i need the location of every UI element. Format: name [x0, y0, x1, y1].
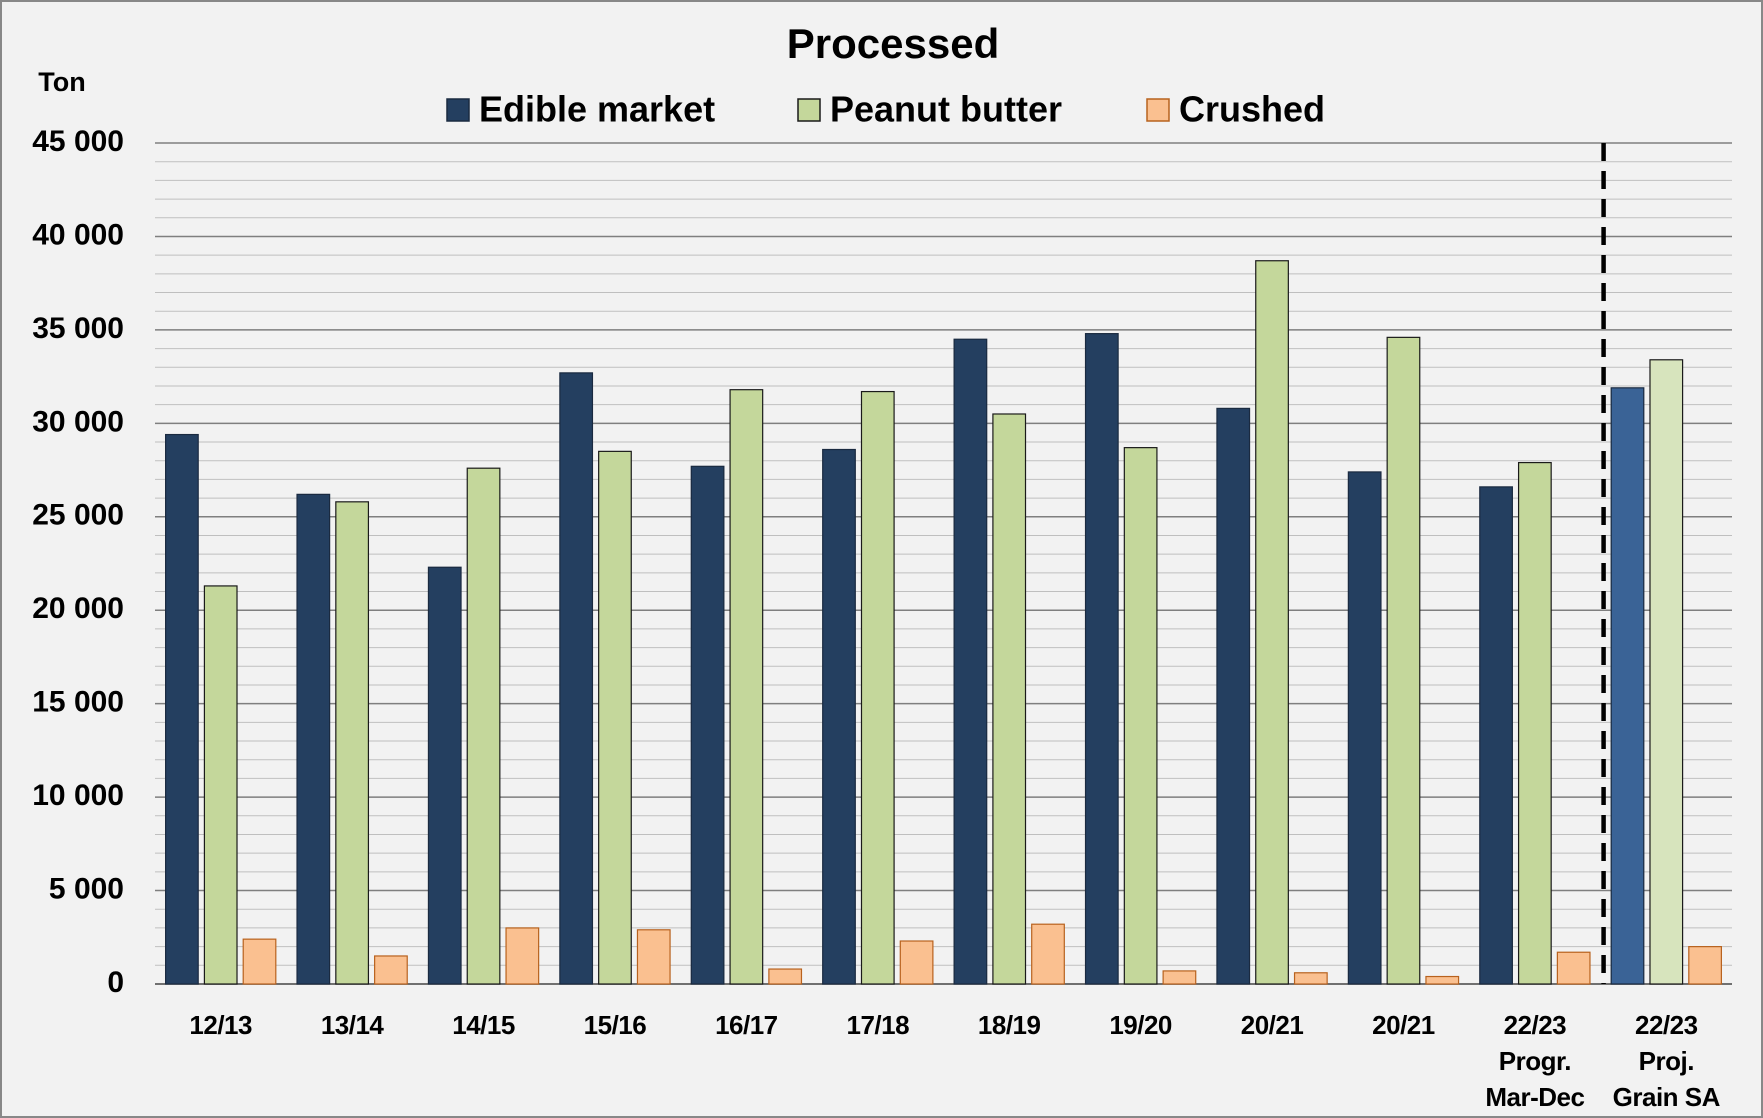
- bar: [1293, 972, 1328, 985]
- x-tick-label: 20/21: [1240, 1010, 1304, 1040]
- bar: [165, 433, 199, 985]
- bar: [636, 929, 671, 985]
- bar: [203, 585, 238, 985]
- x-tick-label: 16/17: [715, 1010, 778, 1040]
- bar: [1031, 923, 1065, 985]
- legend-label: Peanut butter: [830, 89, 1062, 130]
- x-tick-label: 17/18: [846, 1010, 910, 1040]
- bar: [690, 465, 725, 985]
- bar: [1556, 951, 1591, 985]
- bar: [335, 501, 370, 985]
- x-tick-label: 12/13: [189, 1010, 252, 1040]
- bar: [466, 467, 501, 985]
- bar: [822, 448, 856, 985]
- legend-label: Crushed: [1179, 89, 1325, 130]
- bar: [374, 955, 408, 985]
- x-tick-label: 19/20: [1109, 1010, 1172, 1040]
- y-tick-label: 0: [107, 966, 124, 999]
- bar: [1123, 447, 1158, 985]
- bar: [899, 940, 934, 985]
- x-tick-label: 13/14: [320, 1010, 384, 1040]
- y-tick-label: 40 000: [32, 218, 124, 251]
- bar: [1610, 387, 1645, 985]
- bar: [729, 389, 764, 985]
- bar: [598, 450, 632, 985]
- y-tick-label: 5 000: [49, 872, 124, 905]
- bar: [242, 938, 277, 985]
- bar: [1688, 946, 1722, 985]
- bar: [768, 968, 803, 985]
- y-tick-label: 20 000: [32, 592, 124, 625]
- y-axis-label: Ton: [38, 67, 85, 97]
- bar: [860, 390, 895, 985]
- x-tick-label: 22/23 Proj. Grain SA: [1612, 1010, 1721, 1112]
- x-tick-label: 15/16: [583, 1010, 647, 1040]
- legend-swatch: [1146, 98, 1170, 122]
- y-tick-label: 25 000: [32, 499, 124, 532]
- bar: [505, 927, 540, 985]
- bar: [1425, 975, 1460, 985]
- x-tick-label: 18/19: [977, 1010, 1041, 1040]
- bar: [1386, 336, 1421, 985]
- bar: [1255, 260, 1289, 985]
- bar: [1216, 407, 1251, 985]
- y-tick-label: 10 000: [32, 779, 124, 812]
- y-tick-label: 30 000: [32, 405, 124, 438]
- y-tick-label: 45 000: [32, 125, 124, 158]
- bar: [992, 413, 1027, 985]
- bar: [1517, 461, 1552, 985]
- y-tick-label: 15 000: [32, 686, 124, 719]
- x-tick-label: 22/23 Progr. Mar-Dec: [1485, 1010, 1585, 1112]
- x-tick-label: 20/21: [1372, 1010, 1435, 1040]
- bar: [1162, 970, 1197, 985]
- bar: [1347, 471, 1382, 985]
- legend-swatch: [446, 98, 470, 122]
- bar: [427, 566, 462, 985]
- x-tick-label: 14/15: [452, 1010, 515, 1040]
- bar: [559, 372, 594, 985]
- legend-label: Edible market: [479, 89, 715, 130]
- bar: [1084, 333, 1119, 985]
- bar: [1479, 486, 1513, 985]
- y-tick-label: 35 000: [32, 312, 124, 345]
- chart-title: Processed: [787, 20, 999, 67]
- bar: [1649, 359, 1684, 985]
- bar: [296, 493, 331, 985]
- bar: [953, 338, 988, 985]
- legend-swatch: [797, 98, 821, 122]
